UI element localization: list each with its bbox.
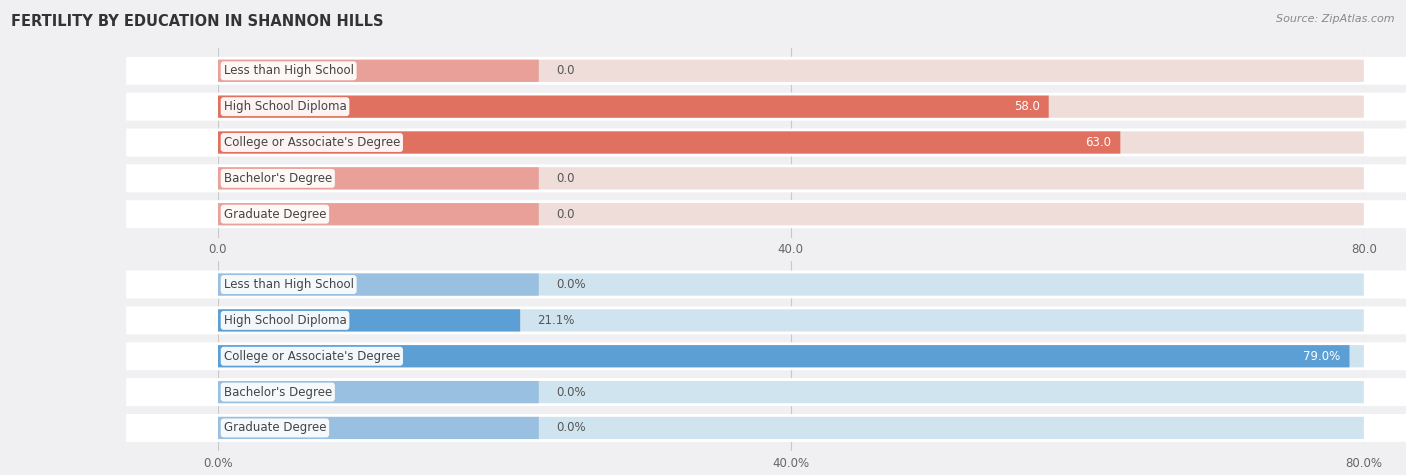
FancyBboxPatch shape xyxy=(218,345,1350,367)
FancyBboxPatch shape xyxy=(127,57,1406,85)
FancyBboxPatch shape xyxy=(127,414,1406,442)
FancyBboxPatch shape xyxy=(218,167,1364,190)
FancyBboxPatch shape xyxy=(218,274,1364,295)
FancyBboxPatch shape xyxy=(127,93,1406,121)
FancyBboxPatch shape xyxy=(127,164,1406,192)
FancyBboxPatch shape xyxy=(218,203,538,225)
Text: FERTILITY BY EDUCATION IN SHANNON HILLS: FERTILITY BY EDUCATION IN SHANNON HILLS xyxy=(11,14,384,29)
FancyBboxPatch shape xyxy=(218,203,1364,225)
FancyBboxPatch shape xyxy=(127,129,1406,156)
Text: 63.0: 63.0 xyxy=(1085,136,1111,149)
Text: Less than High School: Less than High School xyxy=(224,278,354,291)
FancyBboxPatch shape xyxy=(218,274,538,295)
FancyBboxPatch shape xyxy=(218,417,1364,439)
Text: College or Associate's Degree: College or Associate's Degree xyxy=(224,350,401,363)
Text: Graduate Degree: Graduate Degree xyxy=(224,208,326,221)
FancyBboxPatch shape xyxy=(127,271,1406,298)
Text: 0.0: 0.0 xyxy=(555,208,575,221)
FancyBboxPatch shape xyxy=(127,342,1406,370)
FancyBboxPatch shape xyxy=(218,60,538,82)
FancyBboxPatch shape xyxy=(127,378,1406,406)
Text: College or Associate's Degree: College or Associate's Degree xyxy=(224,136,401,149)
Text: Bachelor's Degree: Bachelor's Degree xyxy=(224,386,332,399)
FancyBboxPatch shape xyxy=(218,95,1364,118)
FancyBboxPatch shape xyxy=(218,132,1121,153)
FancyBboxPatch shape xyxy=(218,132,1364,153)
FancyBboxPatch shape xyxy=(218,95,1049,118)
Text: 0.0%: 0.0% xyxy=(555,278,585,291)
Text: 58.0: 58.0 xyxy=(1014,100,1039,113)
FancyBboxPatch shape xyxy=(218,60,1364,82)
FancyBboxPatch shape xyxy=(218,309,1364,332)
FancyBboxPatch shape xyxy=(127,200,1406,228)
FancyBboxPatch shape xyxy=(127,306,1406,334)
Text: 79.0%: 79.0% xyxy=(1303,350,1340,363)
FancyBboxPatch shape xyxy=(218,417,538,439)
Text: Source: ZipAtlas.com: Source: ZipAtlas.com xyxy=(1277,14,1395,24)
FancyBboxPatch shape xyxy=(218,167,538,190)
Text: High School Diploma: High School Diploma xyxy=(224,314,346,327)
FancyBboxPatch shape xyxy=(218,381,538,403)
Text: 0.0%: 0.0% xyxy=(555,386,585,399)
Text: 0.0: 0.0 xyxy=(555,64,575,77)
FancyBboxPatch shape xyxy=(218,345,1364,367)
Text: Bachelor's Degree: Bachelor's Degree xyxy=(224,172,332,185)
Text: 0.0%: 0.0% xyxy=(555,421,585,435)
Text: Less than High School: Less than High School xyxy=(224,64,354,77)
Text: 21.1%: 21.1% xyxy=(537,314,575,327)
Text: 0.0: 0.0 xyxy=(555,172,575,185)
Text: Graduate Degree: Graduate Degree xyxy=(224,421,326,435)
Text: High School Diploma: High School Diploma xyxy=(224,100,346,113)
FancyBboxPatch shape xyxy=(218,309,520,332)
FancyBboxPatch shape xyxy=(218,381,1364,403)
